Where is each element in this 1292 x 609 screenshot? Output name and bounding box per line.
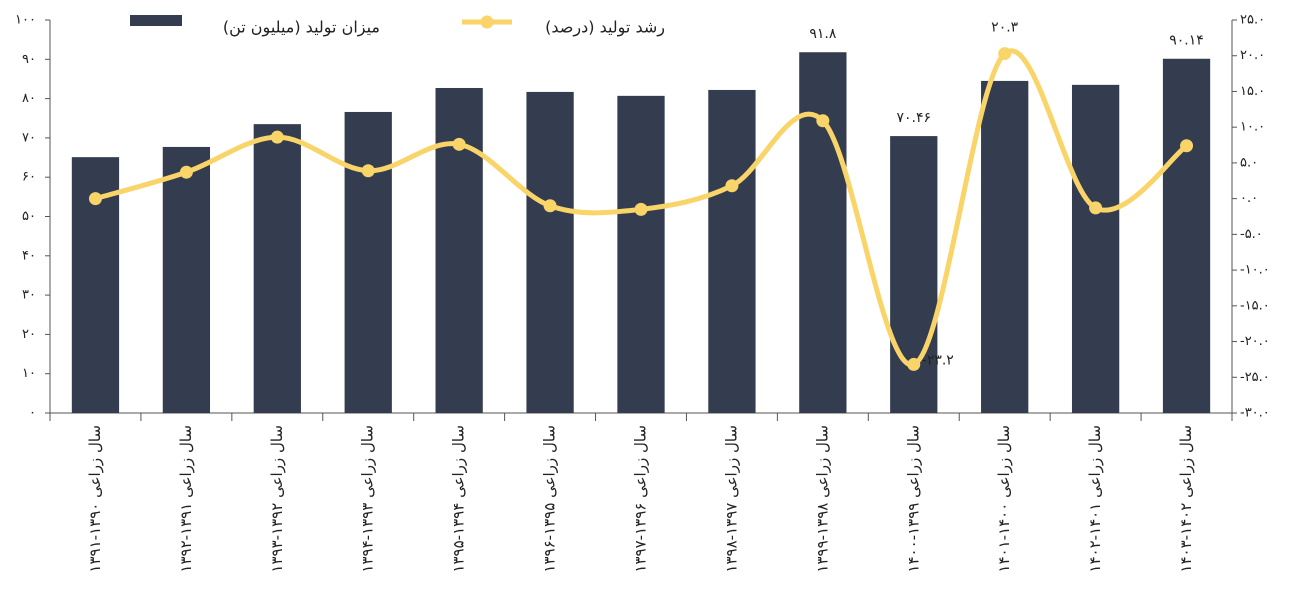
y-tick-label: ۱۰ xyxy=(22,366,36,381)
bar-value-label: ۷۰.۴۶ xyxy=(897,110,932,126)
x-tick-label: سال زراعی ۱۳۹۵-۱۳۹۶ xyxy=(541,425,559,573)
y2-tick-label: -۱۰.۰ xyxy=(1240,263,1270,278)
bar xyxy=(890,136,938,413)
bar xyxy=(526,91,574,413)
line-point xyxy=(998,47,1012,61)
y2-tick-label: ۲۵.۰ xyxy=(1240,13,1265,28)
y-tick-label: ۶۰ xyxy=(22,170,36,185)
bar xyxy=(1071,84,1120,413)
line-point xyxy=(452,137,466,151)
y2-tick-label: ۰.۰ xyxy=(1240,191,1258,206)
bar xyxy=(344,111,392,413)
y-tick-label: ۳۰ xyxy=(22,288,36,303)
legend-swatch xyxy=(130,15,182,26)
line-point xyxy=(1089,201,1103,215)
line-point xyxy=(361,164,375,178)
y-tick-label: ۸۰ xyxy=(22,91,36,106)
bar xyxy=(253,124,301,414)
line-point xyxy=(816,114,830,128)
y2-tick-label: -۵.۰ xyxy=(1240,227,1263,242)
x-tick-label: سال زراعی ۱۳۹۰-۱۳۹۱ xyxy=(86,425,104,573)
x-tick-label: سال زراعی ۱۳۹۳-۱۳۹۴ xyxy=(359,425,377,573)
bar xyxy=(1162,58,1211,413)
y2-tick-label: ۵.۰ xyxy=(1240,155,1258,170)
x-tick-label: سال زراعی ۱۴۰۲-۱۴۰۳ xyxy=(1177,425,1195,573)
y-tick-label: ۷۰ xyxy=(22,130,36,145)
y-tick-label: ۲۰ xyxy=(22,327,36,342)
line-point xyxy=(907,357,921,371)
bar xyxy=(708,89,756,413)
line-point xyxy=(270,130,284,144)
line-point xyxy=(88,192,102,206)
y-tick-label: ۹۰ xyxy=(22,52,36,67)
y2-tick-label: -۲۵.۰ xyxy=(1240,370,1270,385)
y2-tick-label: -۱۵.۰ xyxy=(1240,298,1270,313)
legend-swatch xyxy=(480,15,494,29)
line-point xyxy=(543,199,557,213)
x-tick-label: سال زراعی ۱۳۹۶-۱۳۹۷ xyxy=(632,425,650,573)
line-point xyxy=(179,165,193,179)
y-tick-label: ۴۰ xyxy=(22,248,36,263)
line-value-label: ۲۰.۳ xyxy=(991,20,1018,36)
x-tick-label: سال زراعی ۱۳۹۸-۱۳۹۹ xyxy=(813,425,831,573)
bar xyxy=(617,95,665,413)
x-tick-label: سال زراعی ۱۳۹۲-۱۳۹۳ xyxy=(268,425,286,573)
line-point xyxy=(725,179,739,193)
x-tick-label: سال زراعی ۱۴۰۰-۱۴۰۱ xyxy=(995,425,1013,573)
x-tick-label: سال زراعی ۱۳۹۴-۱۳۹۵ xyxy=(450,425,468,573)
x-tick-label: سال زراعی ۱۴۰۱-۱۴۰۲ xyxy=(1086,425,1104,573)
x-tick-label: سال زراعی ۱۳۹۷-۱۳۹۸ xyxy=(722,425,740,573)
x-tick-label: سال زراعی ۱۳۹۱-۱۳۹۲ xyxy=(177,425,195,573)
y-tick-label: ۱۰۰ xyxy=(15,13,36,28)
x-tick-label: سال زراعی ۱۳۹۹-۱۴۰۰ xyxy=(904,425,922,573)
y2-tick-label: -۲۰.۰ xyxy=(1240,334,1270,349)
bar xyxy=(162,146,211,413)
legend-label: میزان تولید (میلیون تن) xyxy=(223,18,380,38)
legend-label: رشد تولید (درصد) xyxy=(545,18,665,38)
y-tick-label: ۵۰ xyxy=(22,209,36,224)
y2-tick-label: -۳۰.۰ xyxy=(1240,406,1270,421)
bar xyxy=(435,87,483,413)
y2-tick-label: ۲۰.۰ xyxy=(1240,48,1265,63)
bar xyxy=(799,52,847,413)
line-point xyxy=(1180,139,1194,153)
line-value-label: -۲۳.۲ xyxy=(922,352,954,368)
y2-tick-label: ۱۵.۰ xyxy=(1240,84,1265,99)
bar-value-label: ۹۱.۸ xyxy=(809,26,836,42)
bar xyxy=(981,80,1029,413)
line-point xyxy=(634,202,648,216)
bar-value-label: ۹۰.۱۴ xyxy=(1169,33,1204,49)
y2-tick-label: ۱۰.۰ xyxy=(1240,120,1265,135)
y-tick-label: ۰ xyxy=(29,406,36,421)
